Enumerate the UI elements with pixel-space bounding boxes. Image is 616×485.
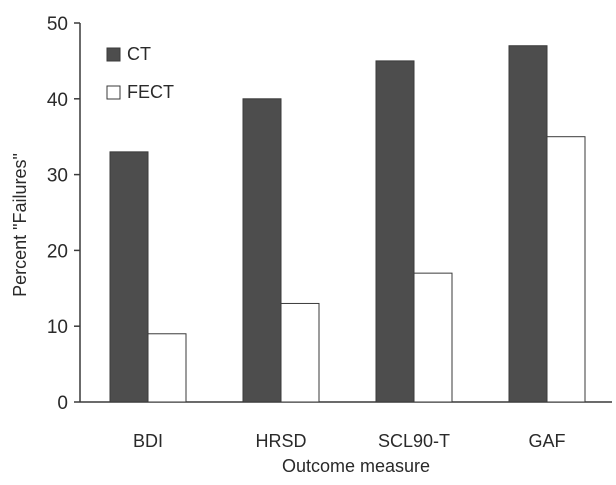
y-tick-label: 30 (47, 166, 68, 187)
bar-fect-scl90-t (413, 272, 453, 403)
legend: CT FECT (106, 44, 174, 102)
legend-swatch-ct (106, 47, 121, 62)
labels: Outcome measure Percent "Failures" 0 10 20… (10, 14, 566, 476)
bar-ct-gaf (508, 45, 548, 403)
x-category-label: BDI (133, 431, 163, 451)
legend-label-ct: CT (127, 44, 151, 64)
y-axis-title: Percent "Failures" (10, 153, 30, 297)
bar-ct-scl90-t (375, 60, 415, 403)
legend-swatch-fect (106, 85, 121, 100)
x-axis-title: Outcome measure (282, 456, 430, 476)
y-tick-label: 40 (47, 90, 68, 111)
bar-ct-bdi (109, 151, 149, 403)
y-tick-label: 50 (47, 14, 68, 35)
y-tick-label: 0 (57, 393, 68, 414)
x-category-label: GAF (528, 431, 565, 451)
legend-label-fect: FECT (127, 82, 174, 102)
y-tick-label: 10 (47, 317, 68, 338)
bar-fect-gaf (546, 136, 586, 403)
bar-fect-hrsd (280, 302, 320, 403)
x-category-label: SCL90-T (378, 431, 450, 451)
bar-fect-bdi (147, 333, 187, 403)
x-category-label: HRSD (255, 431, 306, 451)
bars (109, 45, 586, 403)
bar-ct-hrsd (242, 98, 282, 403)
y-tick-label: 20 (47, 241, 68, 262)
